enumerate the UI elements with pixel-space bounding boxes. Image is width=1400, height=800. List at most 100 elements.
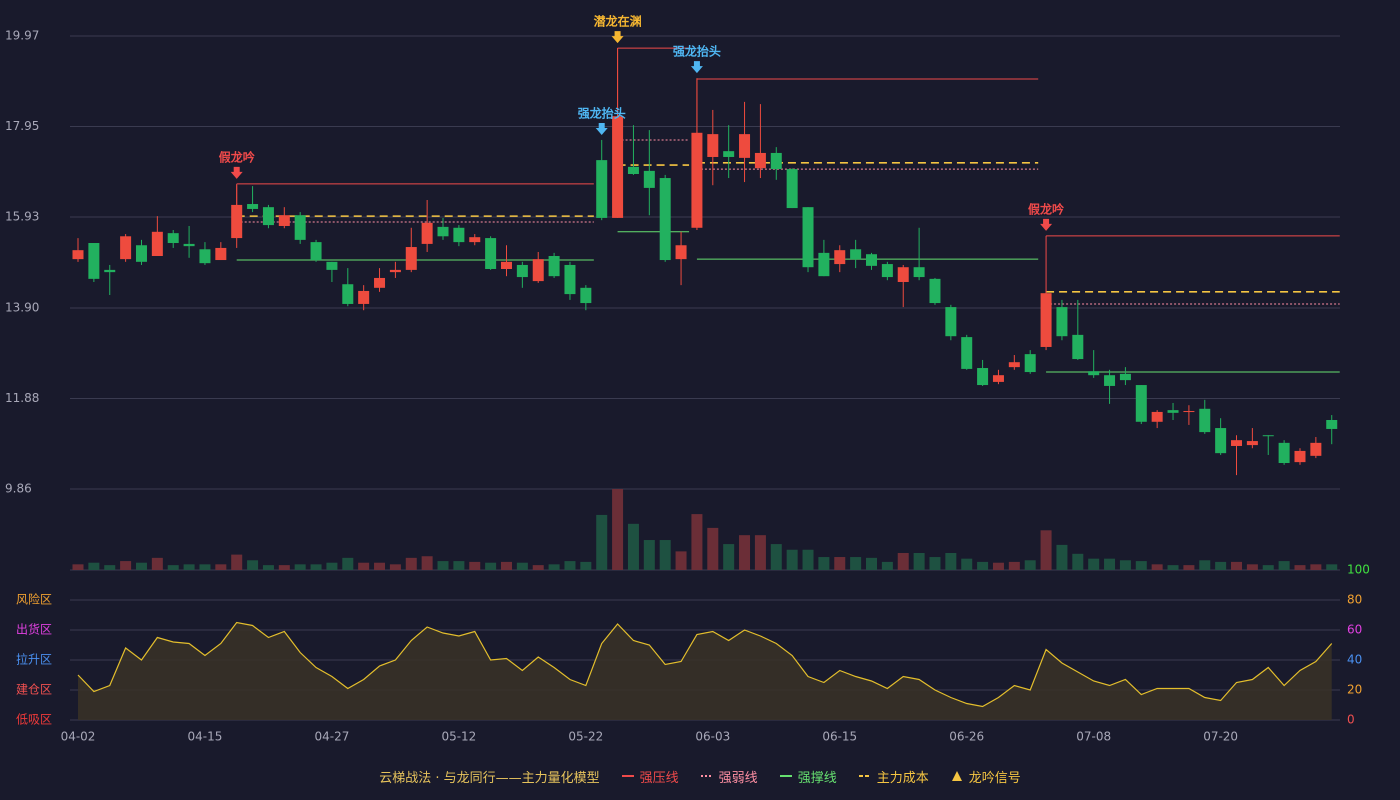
candle-body [802,207,814,268]
candle-body [834,250,846,265]
candle-body [1215,428,1227,454]
candle-body [897,267,909,282]
y2-tick-label: 20 [1347,683,1362,697]
y2-tick-label: 60 [1347,623,1362,637]
candle-body [1231,440,1243,446]
candle-body [437,226,449,237]
candle-body [247,204,259,209]
volume-bar [1008,561,1020,570]
volume-bar [643,540,655,570]
candle-body [199,249,211,264]
volume-bar [1215,561,1227,570]
volume-bar [120,561,132,570]
volume-bar [500,561,512,570]
candle-body [294,215,306,240]
candle-body [358,290,370,304]
volume-bar [659,540,671,570]
candle-body [532,259,544,282]
volume-bar [199,564,211,570]
volume-bar [215,564,227,570]
volume-bar [1262,565,1274,570]
x-tick-label: 05-22 [568,730,603,744]
indicator-line [77,621,1333,708]
volume-bar [421,556,433,570]
x-tick-label: 06-15 [822,730,857,744]
x-tick-label: 04-02 [61,730,96,744]
candle-body [977,368,989,386]
candle-body [786,169,798,209]
volume-bar [1119,560,1131,570]
candle-body [1183,411,1195,413]
volume-bar [866,557,877,570]
y-tick-label: 11.88 [5,391,39,405]
volume-bar [1278,561,1290,570]
x-tick-label: 04-15 [188,730,223,744]
volume-bar [770,544,782,570]
volume-bar [580,561,592,570]
candle-body [881,264,893,278]
candle-body [929,278,941,304]
y2-tick-label: 40 [1347,653,1362,667]
volume-bar [405,557,417,570]
signal-label: 假龙吟 [219,149,255,164]
volume-bar [310,564,322,570]
volume-bar [1072,553,1084,570]
candle-body [1104,375,1116,386]
candle-body [770,152,782,170]
y-tick-label: 19.97 [5,29,39,43]
signal-arrow [611,31,624,44]
candle-body [1326,419,1338,429]
y-tick-label: 17.95 [5,119,39,133]
candle-body [326,261,338,270]
candle-body [850,249,862,260]
volume-bar [469,561,481,570]
volume-bar [945,552,957,570]
signal-label: 潜龙在渊 [594,14,642,29]
candle-body [739,134,751,158]
x-tick-label: 04-27 [314,730,349,744]
candle-body [421,222,433,244]
candle-body [1072,334,1084,360]
volume-bar [881,561,893,570]
candle-body [643,170,655,188]
volume-bar [104,565,116,570]
volume-bar [358,562,370,570]
candle-body [580,287,592,304]
volume-bar [723,544,735,570]
volume-bar [1326,564,1338,570]
candle-body [135,245,147,262]
legend-item: 强压线 [621,767,679,786]
signal-arrow [230,166,243,179]
volume-bar [453,561,465,570]
candle-body [72,250,84,260]
candle-body [564,264,576,295]
legend: 云梯战法 · 与龙同行——主力量化模型 强压线 强弱线 强撑线 主力成本 龙吟信号 [0,766,1400,786]
signal-arrow [595,122,608,135]
indicator-area [78,622,1332,720]
candle-body [1024,354,1036,373]
volume-bar [1294,565,1306,570]
candle-body [262,207,274,226]
candle-body [1199,408,1211,433]
candle-body [1310,442,1322,456]
volume-bar [977,561,989,570]
zone-label: 出货区 [16,622,52,637]
legend-label: 强弱线 [718,770,758,786]
candle-body [342,284,354,304]
y-tick-label: 15.93 [5,210,39,224]
x-tick-label: 07-20 [1203,730,1238,744]
candle-body [612,116,624,218]
signal-label: 强龙抬头 [578,105,626,120]
volume-bar [437,561,449,570]
volume-bar [342,557,354,570]
y-tick-label: 9.86 [5,482,32,496]
volume-bar [913,552,925,570]
candle-body [215,247,227,261]
candle-body [389,269,401,273]
y2-tick-label: 80 [1347,593,1362,607]
legend-icon [779,775,792,777]
candle-body [1135,385,1147,422]
volume-bar [231,554,243,570]
volume-bar [596,514,608,570]
